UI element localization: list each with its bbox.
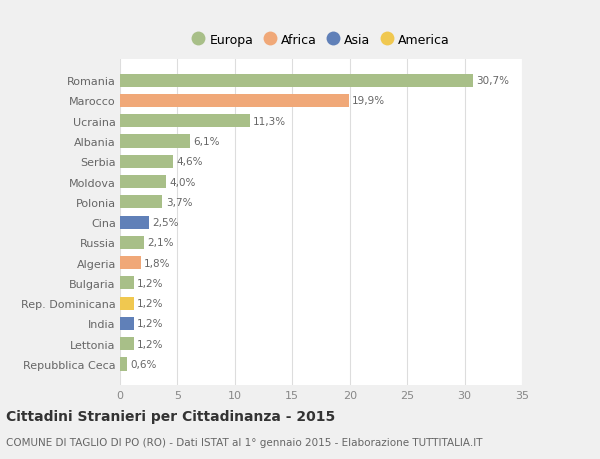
Bar	[120, 196, 163, 209]
Bar	[120, 176, 166, 189]
Text: 2,1%: 2,1%	[148, 238, 174, 248]
Legend: Europa, Africa, Asia, America: Europa, Africa, Asia, America	[188, 30, 454, 50]
Text: 0,6%: 0,6%	[130, 359, 157, 369]
Bar	[120, 257, 140, 269]
Text: 6,1%: 6,1%	[194, 137, 220, 147]
Bar	[120, 115, 250, 128]
Bar	[120, 358, 127, 371]
Text: 1,2%: 1,2%	[137, 319, 164, 329]
Text: 19,9%: 19,9%	[352, 96, 385, 106]
Bar	[120, 297, 134, 310]
Text: Cittadini Stranieri per Cittadinanza - 2015: Cittadini Stranieri per Cittadinanza - 2…	[6, 409, 335, 423]
Text: 1,2%: 1,2%	[137, 298, 164, 308]
Bar	[120, 277, 134, 290]
Bar	[120, 156, 173, 168]
Text: 4,6%: 4,6%	[176, 157, 203, 167]
Bar	[120, 95, 349, 108]
Text: 30,7%: 30,7%	[476, 76, 509, 86]
Text: 4,0%: 4,0%	[169, 177, 196, 187]
Text: 1,8%: 1,8%	[144, 258, 170, 268]
Bar	[120, 317, 134, 330]
Bar	[120, 236, 144, 249]
Bar	[120, 74, 473, 88]
Text: 1,2%: 1,2%	[137, 339, 164, 349]
Text: 2,5%: 2,5%	[152, 218, 179, 228]
Text: COMUNE DI TAGLIO DI PO (RO) - Dati ISTAT al 1° gennaio 2015 - Elaborazione TUTTI: COMUNE DI TAGLIO DI PO (RO) - Dati ISTAT…	[6, 437, 482, 447]
Bar	[120, 216, 149, 229]
Text: 1,2%: 1,2%	[137, 278, 164, 288]
Bar	[120, 135, 190, 148]
Text: 11,3%: 11,3%	[253, 117, 286, 127]
Text: 3,7%: 3,7%	[166, 197, 193, 207]
Bar	[120, 337, 134, 351]
